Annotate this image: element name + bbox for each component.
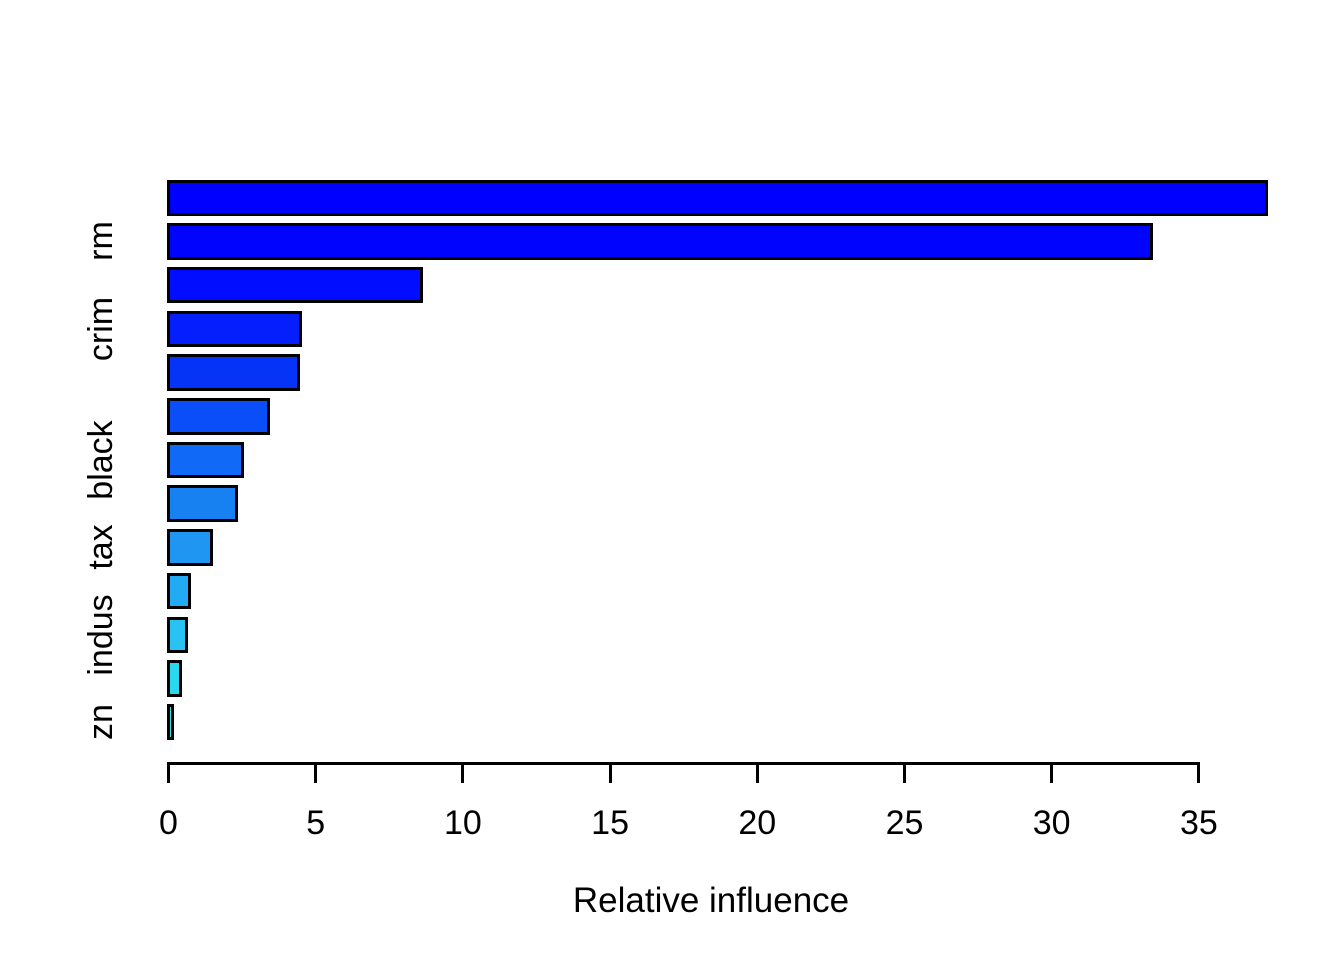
x-tick-20 [755, 762, 759, 783]
bar-crim [167, 310, 303, 348]
bar-black [167, 441, 244, 479]
bar-rank-5 [167, 354, 300, 391]
y-axis-label-black: black [82, 420, 120, 500]
y-axis-label-crim: crim [82, 296, 120, 361]
bar-rank-3 [167, 266, 424, 304]
bar-rm [167, 223, 1154, 260]
x-tick-label-30: 30 [1032, 804, 1071, 842]
x-tick-label-0: 0 [159, 804, 178, 842]
x-axis-line [167, 762, 1200, 765]
x-tick-25 [903, 762, 906, 783]
bar-indus [167, 616, 188, 653]
x-tick-label-25: 25 [885, 804, 924, 842]
x-tick-label-15: 15 [591, 804, 630, 842]
x-tick-30 [1050, 762, 1054, 783]
y-axis-label-indus: indus [82, 594, 120, 676]
x-tick-15 [608, 762, 612, 783]
y-axis-label-tax: tax [82, 524, 120, 571]
x-tick-35 [1197, 762, 1201, 783]
bar-rank-6 [167, 398, 271, 435]
x-tick-0 [167, 762, 170, 783]
bar-rank-8 [167, 485, 238, 522]
bar-zn [167, 703, 175, 741]
x-tick-label-35: 35 [1179, 804, 1218, 842]
bar-rank-10 [167, 572, 191, 610]
x-tick-5 [314, 762, 318, 783]
bar-rank-1 [167, 179, 1269, 216]
y-axis-label-zn: zn [82, 704, 120, 741]
x-tick-label-10: 10 [443, 804, 482, 842]
bar-tax [167, 529, 213, 566]
bar-rank-12 [167, 660, 182, 697]
x-tick-10 [461, 762, 465, 783]
x-tick-label-20: 20 [738, 804, 777, 842]
x-tick-label-5: 5 [306, 804, 326, 842]
x-axis-title: Relative influence [572, 881, 850, 920]
y-axis-label-rm: rm [82, 221, 120, 262]
